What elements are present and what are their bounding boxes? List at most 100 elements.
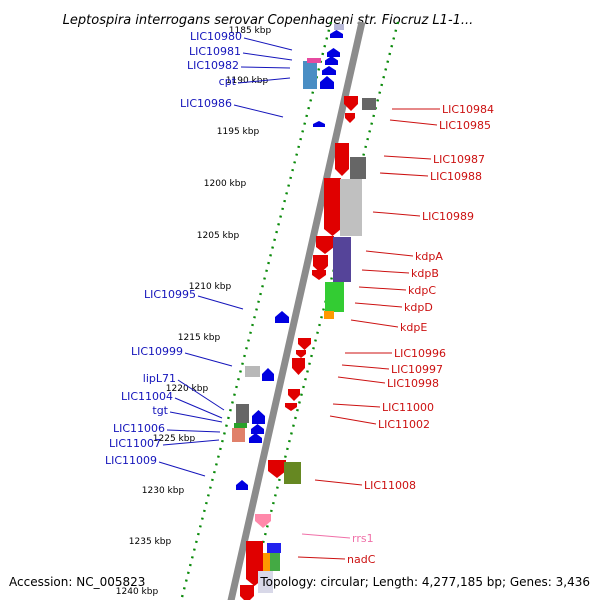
right-gene-leader: [365, 250, 414, 257]
kbp-tick-label: 1230 kbp: [142, 486, 185, 496]
left-gene-label: LIC10981: [189, 45, 241, 58]
kbp-tick-label: 1195 kbp: [217, 127, 260, 137]
right-gene-label: LIC10988: [430, 170, 482, 183]
reverse-gene-block: [307, 58, 321, 63]
reverse-gene-arrow: [251, 424, 264, 434]
accession-text: Accession: NC_005823: [9, 575, 145, 589]
forward-gene-block: [258, 571, 273, 593]
left-gene-leader: [158, 461, 206, 477]
forward-gene-arrow: [345, 113, 355, 123]
forward-gene-block: [362, 98, 376, 110]
right-gene-label: rrs1: [352, 532, 374, 545]
left-gene-label: LIC10995: [144, 288, 196, 301]
genome-summary-text: Topology: circular; Length: 4,277,185 bp…: [259, 575, 590, 589]
right-gene-label: kdpC: [408, 284, 436, 297]
left-gene-label: LIC10982: [187, 59, 239, 72]
forward-gene-arrow: [316, 236, 334, 254]
right-gene-leader: [358, 286, 407, 291]
right-gene-leader: [354, 302, 403, 308]
reverse-gene-block: [232, 428, 245, 442]
right-gene-label: kdpB: [411, 267, 439, 280]
reverse-gene-arrow: [249, 433, 262, 443]
forward-gene-block: [350, 157, 366, 179]
left-gene-label: LIC11009: [105, 454, 157, 467]
right-gene-label: nadC: [347, 553, 376, 566]
reverse-gene-arrow: [236, 480, 248, 490]
left-gene-label: lipL71: [143, 372, 176, 385]
reverse-gene-block: [334, 24, 344, 30]
forward-gene-arrow: [298, 338, 311, 350]
forward-gene-block: [267, 543, 281, 553]
forward-gene-arrow: [240, 585, 254, 600]
left-gene-label: cpt: [219, 75, 237, 88]
reverse-gene-block: [303, 61, 317, 89]
right-gene-labels: LIC10984 LIC10985 LIC10987 LIC10988 LIC10989…: [297, 103, 494, 566]
reverse-gene-arrow: [327, 48, 340, 57]
right-gene-leader: [383, 155, 432, 160]
gene-features: [232, 24, 376, 600]
kbp-tick-label: 1220 kbp: [166, 384, 209, 394]
right-gene-label: LIC10987: [433, 153, 485, 166]
kbp-tick-label: 1190 kbp: [226, 76, 269, 86]
reverse-gene-arrow: [322, 66, 336, 75]
reverse-gene-arrow: [320, 76, 334, 89]
left-gene-leader: [184, 352, 233, 367]
left-gene-label: LIC11006: [113, 422, 165, 435]
right-gene-leader: [332, 403, 381, 408]
kbp-tick-label: 1215 kbp: [178, 333, 221, 343]
reverse-gene-block: [236, 404, 249, 423]
left-gene-leader: [242, 52, 293, 61]
reverse-gene-arrow: [325, 56, 338, 65]
left-gene-label: LIC10999: [131, 345, 183, 358]
right-gene-leader: [297, 556, 346, 560]
reverse-gene-arrow: [275, 311, 289, 323]
right-gene-label: kdpD: [404, 301, 433, 314]
left-gene-label: LIC10986: [180, 97, 232, 110]
map-title: Leptospira interrogans serovar Copenhage…: [63, 13, 474, 28]
kbp-tick-label: 1185 kbp: [229, 26, 272, 36]
reverse-gene-arrow: [252, 410, 265, 424]
forward-gene-arrow: [288, 389, 300, 401]
left-gene-leader: [162, 439, 220, 446]
forward-gene-arrow: [296, 350, 306, 358]
right-gene-leader: [301, 533, 351, 539]
right-gene-label: LIC10998: [387, 377, 439, 390]
left-gene-label: LIC10980: [190, 30, 242, 43]
kbp-tick-labels: 1185 kbp 1190 kbp 1195 kbp 1200 kbp 1205 kbp…: [116, 26, 272, 597]
right-gene-label: kdpE: [400, 321, 427, 334]
left-gene-leader: [237, 77, 291, 84]
forward-gene-arrow: [335, 143, 349, 176]
right-gene-label: LIC10984: [442, 103, 494, 116]
right-gene-leader: [350, 319, 399, 328]
right-gene-leader: [372, 211, 421, 217]
rna-gene-arrow: [255, 514, 271, 528]
right-gene-leader: [361, 269, 410, 274]
right-gene-label: LIC10989: [422, 210, 474, 223]
right-gene-leader: [329, 415, 377, 425]
right-gene-leader: [389, 119, 438, 126]
genome-backbone: [227, 21, 366, 600]
forward-gene-arrow: [344, 96, 358, 111]
right-gene-leader: [314, 479, 363, 486]
left-gene-leader: [174, 397, 223, 419]
forward-gene-arrow: [285, 403, 297, 411]
kbp-tick-label: 1240 kbp: [116, 587, 159, 597]
right-gene-label: LIC10996: [394, 347, 446, 360]
reverse-gene-arrow: [330, 30, 343, 38]
kbp-tick-label: 1235 kbp: [129, 537, 172, 547]
left-gene-leader: [240, 66, 291, 69]
forward-gene-arrow: [313, 255, 328, 273]
reverse-gene-block: [234, 423, 247, 428]
forward-gene-arrow: [324, 178, 341, 236]
forward-gene-arrow: [341, 144, 347, 150]
kbp-tick-label: 1225 kbp: [153, 434, 196, 444]
forward-gene-arrow: [312, 270, 326, 280]
right-gene-leader: [379, 172, 429, 177]
kbp-tick-label: 1210 kbp: [189, 282, 232, 292]
right-gene-label: LIC11000: [382, 401, 434, 414]
right-gene-label: LIC11002: [378, 418, 430, 431]
reverse-gene-arrow: [313, 121, 325, 127]
right-gene-leader: [341, 364, 390, 370]
